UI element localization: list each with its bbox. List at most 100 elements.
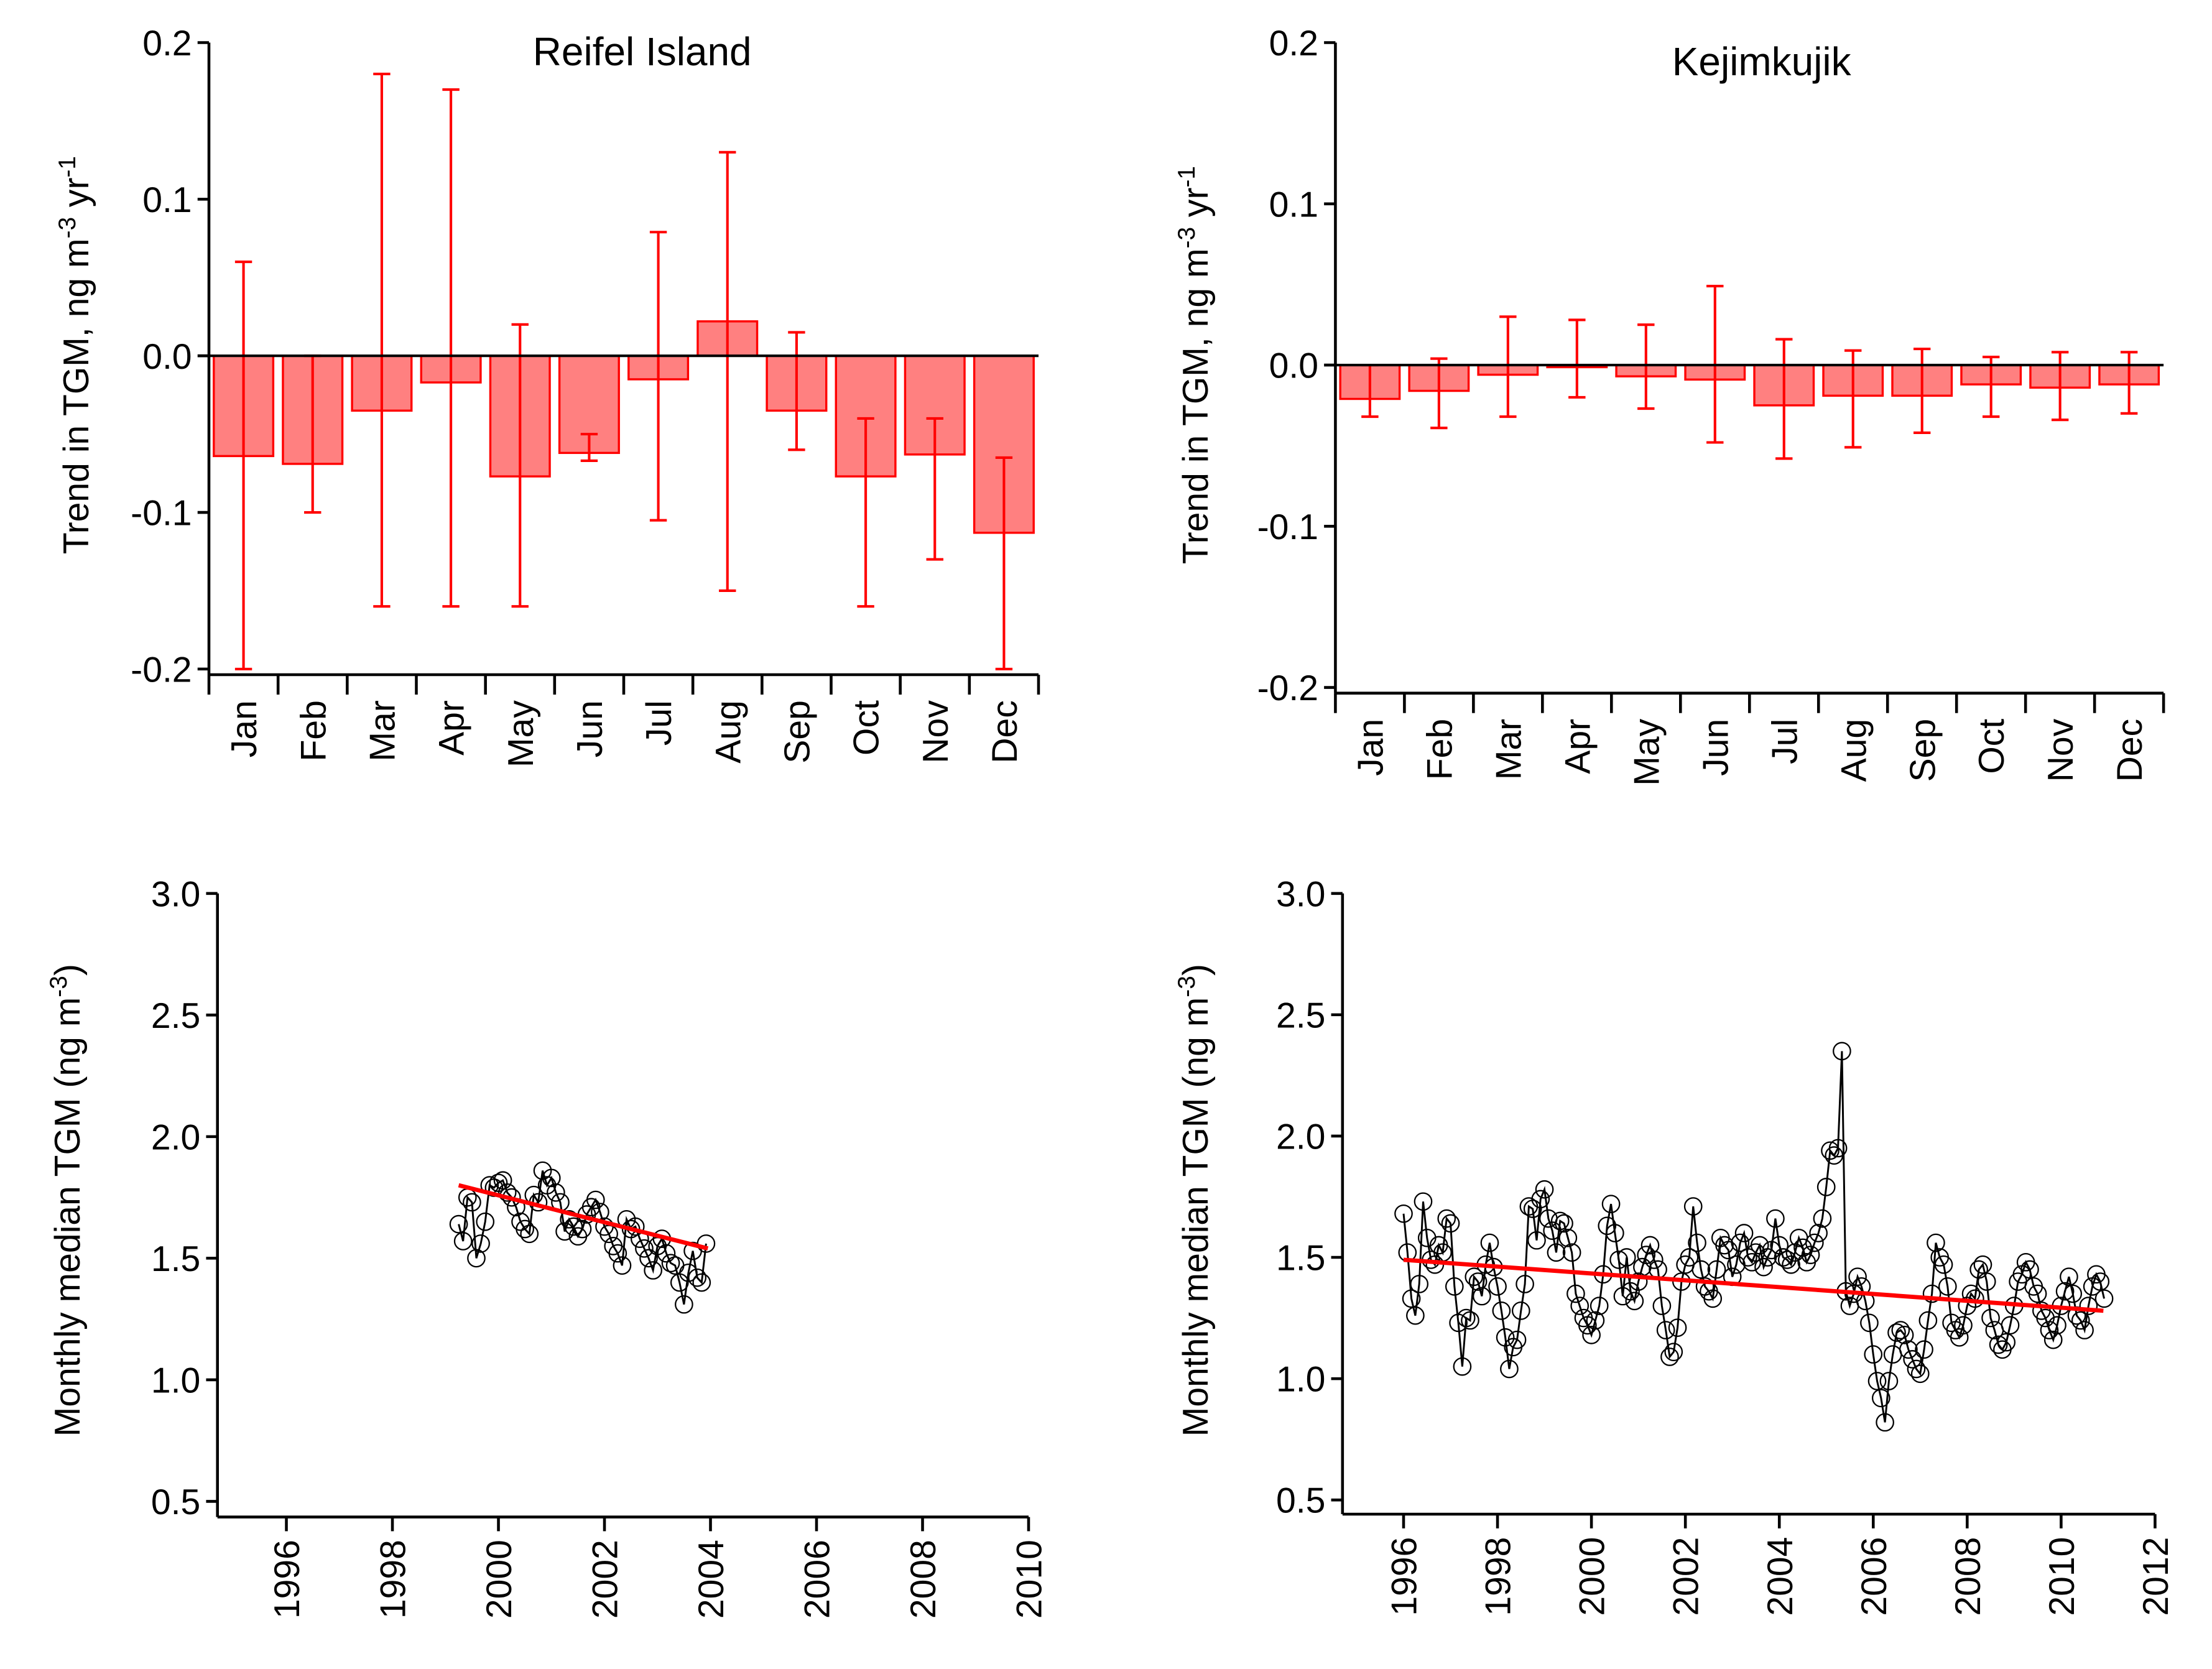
chart-title: Reifel Island [533, 29, 752, 74]
data-point [1876, 1413, 1894, 1432]
x-tick-label: Dec [985, 700, 1025, 764]
y-label-sup: -3 [1173, 976, 1200, 997]
data-point [1903, 1350, 1922, 1369]
x-tick-label: 2000 [1573, 1537, 1613, 1616]
data-point [1480, 1233, 1499, 1252]
data-point [1801, 1246, 1820, 1264]
x-tick-label: Jun [570, 700, 610, 757]
data-point [2091, 1272, 2110, 1291]
data-point [1531, 1190, 1550, 1209]
data-point [1691, 1260, 1711, 1279]
x-tick-label: 2008 [904, 1540, 943, 1619]
y-label-sup: -3 [1173, 227, 1200, 249]
y-tick-label: 2.5 [151, 996, 200, 1036]
x-tick-label: Sep [777, 700, 817, 764]
data-point [1609, 1251, 1629, 1269]
x-tick-label: Aug [1834, 719, 1874, 782]
data-point [1973, 1255, 1992, 1274]
x-tick-label: 2002 [586, 1540, 626, 1619]
panel-kejimkujik-trend: Kejimkujik Trend in TGM, ng m-3 yr-1 0.2… [1173, 24, 2165, 786]
data-point [675, 1295, 693, 1314]
x-tick-label: Oct [847, 700, 887, 756]
data-point [1441, 1214, 1460, 1233]
y-tick-label: 0.0 [1269, 346, 1318, 386]
data-point [1527, 1231, 1546, 1250]
data-point [1871, 1389, 1890, 1408]
data-point [1664, 1343, 1683, 1362]
data-point [2055, 1282, 2075, 1301]
chart-title: Kejimkujik [1672, 39, 1852, 84]
y-label-sup: -1 [53, 156, 80, 178]
data-point [493, 1171, 512, 1190]
data-point [1966, 1289, 1984, 1308]
x-tick-label: 2008 [1948, 1537, 1988, 1616]
data-point [1879, 1372, 1899, 1390]
data-point [1456, 1308, 1476, 1328]
data-point [1813, 1209, 1832, 1228]
data-point [1582, 1326, 1601, 1344]
x-tick-label: Apr [1558, 719, 1598, 774]
data-point [1468, 1272, 1488, 1291]
data-point [1754, 1257, 1773, 1277]
data-point [1731, 1233, 1750, 1252]
x-tick-label: Feb [1420, 719, 1460, 780]
y-label-main: Trend in TGM, ng m [57, 238, 96, 554]
data-point [1715, 1236, 1734, 1255]
data-point [1570, 1297, 1590, 1315]
x-tick-label: 2012 [2136, 1537, 2176, 1616]
y-label-mid: yr [57, 178, 96, 217]
y-axis-label: Trend in TGM, ng m-3 yr-1 [53, 156, 96, 554]
y-label-main: Trend in TGM, ng m [1176, 248, 1216, 564]
data-point [1492, 1301, 1511, 1320]
data-point [1816, 1178, 1836, 1196]
data-point [1864, 1345, 1883, 1364]
data-point [1828, 1139, 1848, 1158]
data-point [547, 1183, 565, 1202]
y-tick-label: 3.0 [151, 874, 200, 914]
data-point [1640, 1236, 1660, 1255]
y-label-sup: -1 [1173, 166, 1200, 188]
data-point [1918, 1311, 1938, 1330]
data-point [1406, 1306, 1425, 1325]
panel-kejimkujik-timeseries: Monthly median TGM (ng m-3) 3.0 2.5 2.0 1.5… [1173, 874, 2176, 1616]
data-point [573, 1219, 592, 1239]
data-point [1453, 1357, 1472, 1376]
data-point [1558, 1228, 1578, 1247]
data-point [520, 1224, 539, 1244]
data-point [1606, 1224, 1624, 1242]
data-point [1547, 1243, 1566, 1262]
data-point [1507, 1330, 1527, 1349]
data-point [2075, 1321, 2094, 1339]
data-point [679, 1264, 698, 1282]
y-tick-label: 2.5 [1276, 996, 1325, 1035]
data-point [1805, 1233, 1824, 1252]
data-point [644, 1261, 662, 1280]
data-point [2001, 1316, 2020, 1335]
y-tick-label: 0.2 [142, 24, 192, 63]
x-tick-label: May [1627, 718, 1667, 785]
data-point [2094, 1289, 2114, 1308]
y-tick-label: 1.5 [1276, 1239, 1325, 1278]
trend-line [458, 1183, 709, 1251]
data-point [1660, 1348, 1679, 1366]
y-label-mid: ) [48, 964, 88, 976]
panel-reifel-timeseries: Monthly median TGM (ng m-3) 3.0 2.5 2.0 1.5… [45, 874, 1050, 1619]
y-label-sup: -3 [53, 217, 80, 239]
data-point [1652, 1297, 1672, 1315]
y-label-mid: yr [1176, 188, 1216, 227]
y-label-main: Monthly median TGM (ng m [48, 997, 88, 1437]
data-point [2028, 1284, 2047, 1303]
data-point [555, 1222, 574, 1241]
x-tick-label: 2010 [1010, 1540, 1050, 1619]
data-point [1887, 1323, 1906, 1342]
data-point [1656, 1321, 1675, 1339]
y-tick-label: 2.0 [151, 1117, 200, 1157]
data-point [1688, 1233, 1706, 1252]
x-tick-label: Jun [1696, 719, 1736, 776]
data-point [497, 1183, 517, 1202]
y-label-main: Monthly median TGM (ng m [1176, 997, 1216, 1437]
data-point [476, 1212, 495, 1231]
data-point [1617, 1248, 1636, 1267]
data-point [1821, 1141, 1839, 1160]
data-point [1927, 1233, 1945, 1252]
